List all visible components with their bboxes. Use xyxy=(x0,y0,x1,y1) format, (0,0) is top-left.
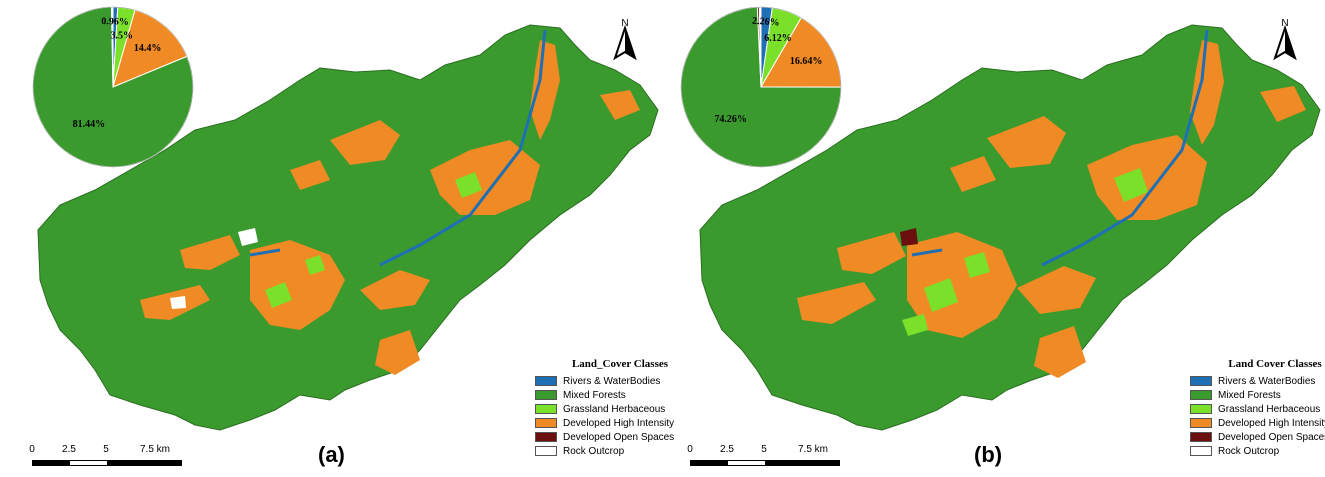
legend-title: Land_Cover Classes xyxy=(571,358,669,370)
legend-item: Grassland Herbaceous xyxy=(1190,402,1325,416)
river-lines xyxy=(249,29,547,267)
pie-outline xyxy=(32,6,194,168)
legend-item: Rock Outcrop xyxy=(1190,444,1325,458)
panel-label-a: (a) xyxy=(318,442,345,467)
north-arrow-b: N xyxy=(1268,18,1302,62)
scale-tick-0: 0 xyxy=(29,444,35,455)
scale-tick-2: 5 xyxy=(761,444,767,455)
pie-slice-label: 81.44% xyxy=(73,119,106,130)
pie-chart-a: 0.96% 3.5%14.4% 81.44% xyxy=(32,6,194,168)
legend-label: Rivers & WaterBodies xyxy=(1218,375,1316,387)
scale-bar-a: 0 2.5 5 7.5 km xyxy=(29,444,182,474)
land-cover-map-b xyxy=(699,24,1321,431)
rock-outcrop-patches xyxy=(170,228,258,309)
scale-bar-track xyxy=(32,460,182,466)
legend-swatch xyxy=(1190,404,1212,414)
legend-label: Developed High Intensity xyxy=(563,417,675,429)
scale-tick-3: 7.5 km xyxy=(797,444,829,455)
legend-label: Developed High Intensity xyxy=(1218,417,1325,429)
legend-swatch xyxy=(1190,432,1212,442)
scale-tick-2: 5 xyxy=(103,444,109,455)
legend-label: Rock Outcrop xyxy=(563,445,625,457)
legend-swatch xyxy=(1190,390,1212,400)
pie-slice-label: 16.64% xyxy=(790,56,823,67)
legend-label: Developed Open Spaces xyxy=(1218,431,1325,443)
scale-bar-track xyxy=(690,460,840,466)
developed-open-patches xyxy=(900,228,918,246)
legend-label: Grassland Herbaceous xyxy=(563,403,666,415)
legend-swatch xyxy=(535,418,557,428)
map-panel-a: 0.96% 3.5% 14.4% 81.44% N Land_Cover Classe… xyxy=(0,0,674,477)
legend-item: Developed High Intensity xyxy=(1190,416,1325,430)
legend-swatch xyxy=(1190,376,1212,386)
legend-item: Developed Open Spaces xyxy=(535,430,705,444)
pie-slice-label: 3.5% xyxy=(111,31,134,42)
scale-tick-0: 0 xyxy=(687,444,693,455)
scale-tick-3: 7.5 km xyxy=(139,444,171,455)
legend-label: Mixed Forests xyxy=(563,389,626,401)
pie-outline xyxy=(680,6,842,168)
legend-item: Rock Outcrop xyxy=(535,444,705,458)
legend-label: Rock Outcrop xyxy=(1218,445,1280,457)
grassland-patches xyxy=(902,168,1148,336)
legend-item: Developed High Intensity xyxy=(535,416,705,430)
legend-b: Land Cover Classes Rivers & WaterBodies M… xyxy=(1190,358,1325,458)
legend-item: Grassland Herbaceous xyxy=(535,402,705,416)
legend-a: Land_Cover Classes Rivers & WaterBodies M… xyxy=(535,358,705,458)
legend-swatch xyxy=(535,446,557,456)
scale-tick-1: 2.5 xyxy=(62,444,76,455)
land-cover-map-a xyxy=(37,24,659,431)
catchment-boundary xyxy=(699,24,1321,431)
legend-swatch xyxy=(1190,446,1212,456)
north-arrow-icon xyxy=(1273,24,1297,61)
north-arrow-a: N xyxy=(608,18,642,62)
map-panel-b: 2.26% 6.12% 16.64% 74.26% N Land Cover Clas… xyxy=(662,0,1325,477)
legend-swatch xyxy=(535,376,557,386)
legend-item: Rivers & WaterBodies xyxy=(1190,374,1325,388)
legend-item: Developed Open Spaces xyxy=(1190,430,1325,444)
developed-high-patches xyxy=(797,40,1306,378)
legend-item: Rivers & WaterBodies xyxy=(535,374,705,388)
legend-label: Developed Open Spaces xyxy=(563,431,675,443)
panel-label-b: (b) xyxy=(974,442,1003,467)
pie-slice-label: 0.96% xyxy=(101,16,129,28)
legend-item: Mixed Forests xyxy=(535,388,705,402)
legend-item: Mixed Forests xyxy=(1190,388,1325,402)
north-letter: N xyxy=(621,18,629,29)
scale-tick-1: 2.5 xyxy=(720,444,734,455)
legend-label: Rivers & WaterBodies xyxy=(563,375,661,387)
legend-title: Land Cover Classes xyxy=(1228,358,1322,370)
legend-swatch xyxy=(535,404,557,414)
pie-slice-label: 14.4% xyxy=(134,43,162,54)
pie-slice-label: 74.26% xyxy=(714,114,747,125)
legend-swatch xyxy=(535,390,557,400)
scale-bar-b: 0 2.5 5 7.5 km xyxy=(687,444,840,474)
north-arrow-icon xyxy=(613,24,637,61)
legend-label: Grassland Herbaceous xyxy=(1218,403,1321,415)
catchment-boundary xyxy=(37,24,659,431)
grassland-patches xyxy=(265,172,482,308)
pie-slice-label: 2.26% xyxy=(752,16,780,29)
legend-swatch xyxy=(1190,418,1212,428)
pie-chart-b: 2.26% 6.12% 16.64% 74.26% xyxy=(680,6,842,168)
legend-swatch xyxy=(535,432,557,442)
north-letter: N xyxy=(1281,18,1289,29)
river-lines xyxy=(911,29,1209,267)
pie-slice-label: 6.12% xyxy=(764,33,792,44)
legend-label: Mixed Forests xyxy=(1218,389,1281,401)
